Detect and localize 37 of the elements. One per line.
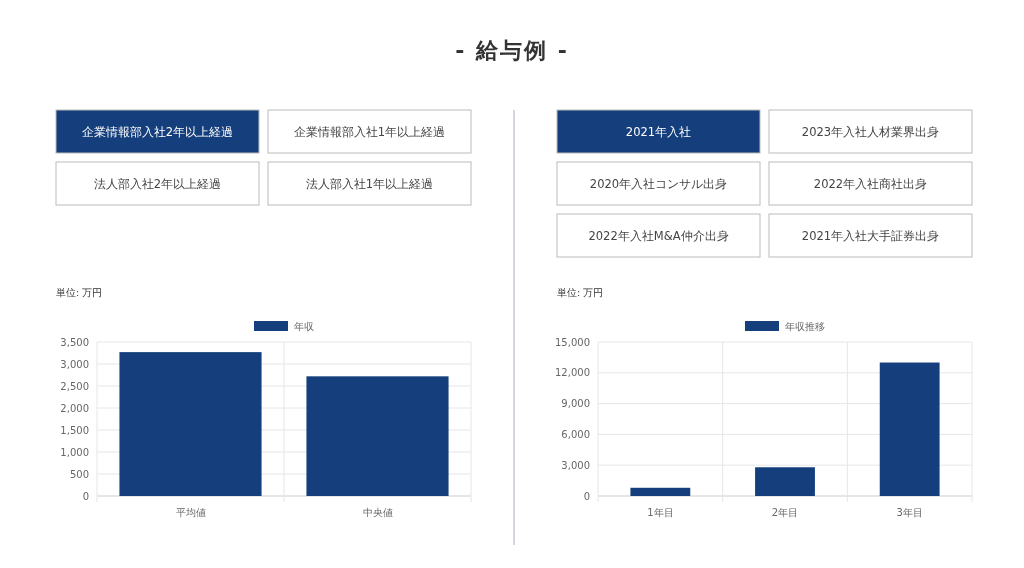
- y-axis-title: 単位: 万円: [56, 287, 103, 298]
- text: 2022年入社商社出身: [813, 176, 928, 191]
- legend-label: 年収: [294, 321, 314, 332]
- text: 2021年入社: [625, 124, 692, 139]
- text: 2021年入社大手証券出身: [801, 228, 940, 243]
- y-tick-label: 3,000: [561, 459, 590, 471]
- text: 企業情報部入社2年以上経過: [81, 124, 234, 139]
- text: 2023年入社人材業界出身: [801, 124, 940, 139]
- y-tick-label: 6,000: [561, 428, 590, 440]
- y-tick-label: 9,000: [561, 398, 590, 410]
- y-axis-title: 単位: 万円: [557, 287, 604, 298]
- y-tick-label: 500: [69, 468, 89, 480]
- text: 法人部入社2年以上経過: [93, 176, 222, 191]
- y-tick-label: 0: [82, 490, 89, 502]
- bar: [755, 467, 815, 496]
- y-tick-label: 2,000: [60, 402, 89, 414]
- text: 2022年入社M&A仲介出身: [588, 228, 729, 243]
- x-tick-label: 中央値: [362, 507, 393, 518]
- y-tick-label: 3,500: [60, 336, 89, 348]
- legend-label: 年収推移: [785, 321, 825, 332]
- x-tick-label: 1年目: [647, 507, 674, 518]
- text: 2020年入社コンサル出身: [589, 176, 728, 191]
- y-tick-label: 1,500: [60, 424, 89, 436]
- y-tick-label: 0: [583, 490, 590, 502]
- x-tick-label: 平均値: [175, 507, 206, 518]
- text: 企業情報部入社1年以上経過: [293, 124, 446, 139]
- y-tick-label: 3,000: [60, 358, 89, 370]
- chart-title: - 給与例 -: [455, 37, 569, 63]
- bar: [879, 362, 940, 496]
- y-tick-label: 1,000: [60, 446, 89, 458]
- y-tick-label: 12,000: [555, 367, 590, 379]
- bar: [630, 487, 691, 496]
- text: 法人部入社1年以上経過: [305, 176, 434, 191]
- x-tick-label: 3年目: [896, 507, 923, 518]
- y-tick-label: 15,000: [555, 336, 590, 348]
- x-tick-label: 2年目: [771, 507, 799, 518]
- y-tick-label: 2,500: [60, 380, 89, 392]
